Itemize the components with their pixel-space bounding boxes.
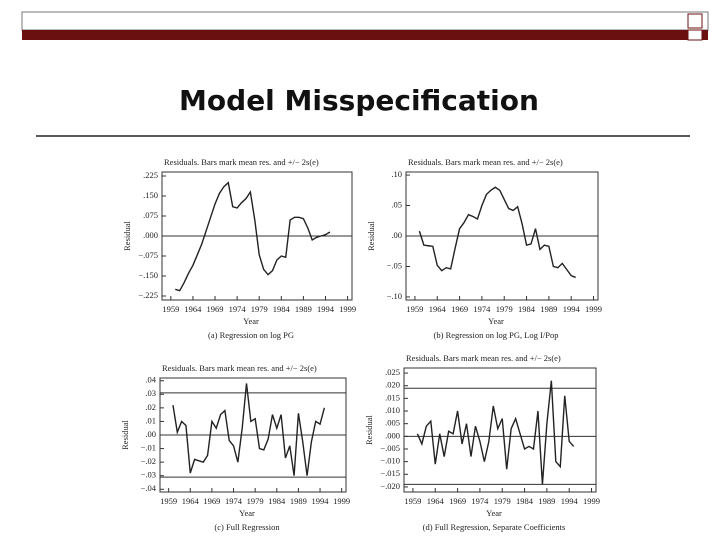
y-axis-label: Residual xyxy=(120,419,130,449)
data-line xyxy=(418,186,576,279)
data-line xyxy=(175,181,331,292)
y-tick-label: .225 xyxy=(143,170,158,180)
y-tick-label: .000 xyxy=(385,430,400,440)
x-tick-label: 1959 xyxy=(406,304,423,314)
y-tick-label: .025 xyxy=(385,367,400,377)
y-tick-label: −.075 xyxy=(138,250,158,260)
y-axis-label: Residual xyxy=(366,220,376,250)
y-tick-label: −.05 xyxy=(387,260,402,270)
x-tick-label: 1994 xyxy=(317,304,335,314)
y-tick-label: .015 xyxy=(385,392,400,402)
y-tick-label: .010 xyxy=(385,405,400,415)
y-tick-label: −.225 xyxy=(138,290,158,300)
y-tick-label: .04 xyxy=(145,375,156,385)
chart-caption: (d) Full Regression, Separate Coefficien… xyxy=(423,522,566,532)
y-axis-label: Residual xyxy=(122,220,132,250)
x-tick-label: 1994 xyxy=(563,304,581,314)
slide-title: Model Misspecification xyxy=(179,84,539,117)
y-tick-label: .10 xyxy=(391,169,402,179)
chart-title: Residuals. Bars mark mean res. and +/− 2… xyxy=(408,157,563,167)
x-tick-label: 1994 xyxy=(312,496,330,506)
x-tick-label: 1974 xyxy=(225,496,243,506)
y-tick-label: .01 xyxy=(145,415,156,425)
x-tick-label: 1959 xyxy=(404,496,421,506)
x-tick-label: 1969 xyxy=(207,304,224,314)
x-axis-label: Year xyxy=(488,316,504,326)
y-tick-label: .03 xyxy=(145,388,156,398)
y-tick-label: −.020 xyxy=(380,481,400,491)
chart-caption: (a) Regression on log PG xyxy=(208,330,294,340)
y-tick-label: .00 xyxy=(391,230,402,240)
y-tick-label: .020 xyxy=(385,380,400,390)
y-tick-label: −.150 xyxy=(138,270,158,280)
chart-caption: (b) Regression on log PG, Log I/Pop xyxy=(434,330,559,340)
x-tick-label: 1979 xyxy=(247,496,264,506)
header-square xyxy=(687,29,703,41)
x-tick-label: 1964 xyxy=(184,304,202,314)
x-tick-label: 1989 xyxy=(290,496,307,506)
data-line xyxy=(416,380,575,485)
y-tick-label: .02 xyxy=(145,402,156,412)
x-tick-label: 1964 xyxy=(427,496,445,506)
x-tick-label: 1989 xyxy=(295,304,312,314)
x-tick-label: 1979 xyxy=(494,496,511,506)
y-tick-label: −.010 xyxy=(380,456,400,466)
x-axis-label: Year xyxy=(486,508,502,518)
header-band xyxy=(21,11,709,31)
x-tick-label: 1964 xyxy=(429,304,447,314)
y-tick-label: −.01 xyxy=(141,443,156,453)
chart-title: Residuals. Bars mark mean res. and +/− 2… xyxy=(164,157,319,167)
x-tick-label: 1984 xyxy=(516,496,534,506)
x-axis-label: Year xyxy=(239,508,255,518)
y-tick-label: −.02 xyxy=(141,456,156,466)
x-tick-label: 1969 xyxy=(449,496,466,506)
x-tick-label: 1979 xyxy=(251,304,268,314)
x-tick-label: 1959 xyxy=(160,496,177,506)
y-tick-label: −.005 xyxy=(380,443,400,453)
y-tick-label: .005 xyxy=(385,418,400,428)
x-tick-label: 1984 xyxy=(268,496,286,506)
plot-frame xyxy=(403,367,597,493)
y-tick-label: .05 xyxy=(391,199,402,209)
x-tick-label: 1959 xyxy=(162,304,179,314)
x-tick-label: 1974 xyxy=(471,496,489,506)
x-tick-label: 1989 xyxy=(540,304,557,314)
x-tick-label: 1999 xyxy=(333,496,350,506)
x-tick-label: 1979 xyxy=(496,304,513,314)
x-tick-label: 1969 xyxy=(203,496,220,506)
x-tick-label: 1974 xyxy=(229,304,247,314)
x-tick-label: 1999 xyxy=(585,304,602,314)
y-tick-label: .075 xyxy=(143,210,158,220)
y-axis-label: Residual xyxy=(364,414,374,444)
y-tick-label: −.015 xyxy=(380,468,400,478)
x-tick-label: 1964 xyxy=(182,496,200,506)
x-tick-label: 1999 xyxy=(339,304,356,314)
y-tick-label: −.03 xyxy=(141,470,156,480)
x-tick-label: 1999 xyxy=(583,496,600,506)
x-axis-label: Year xyxy=(243,316,259,326)
y-tick-label: −.04 xyxy=(141,483,157,493)
chart-title: Residuals. Bars mark mean res. and +/− 2… xyxy=(406,353,561,363)
x-tick-label: 1984 xyxy=(273,304,291,314)
data-line xyxy=(172,383,326,476)
x-tick-label: 1969 xyxy=(451,304,468,314)
y-tick-label: .000 xyxy=(143,230,158,240)
header-bar xyxy=(22,30,708,40)
x-tick-label: 1989 xyxy=(538,496,555,506)
y-tick-label: .00 xyxy=(145,429,156,439)
chart-caption: (c) Full Regression xyxy=(214,522,280,532)
y-tick-label: −.10 xyxy=(387,291,402,301)
x-tick-label: 1984 xyxy=(518,304,536,314)
x-tick-label: 1974 xyxy=(473,304,491,314)
y-tick-label: .150 xyxy=(143,190,158,200)
x-tick-label: 1994 xyxy=(561,496,579,506)
header-square xyxy=(687,13,703,29)
chart-title: Residuals. Bars mark mean res. and +/− 2… xyxy=(162,363,317,373)
